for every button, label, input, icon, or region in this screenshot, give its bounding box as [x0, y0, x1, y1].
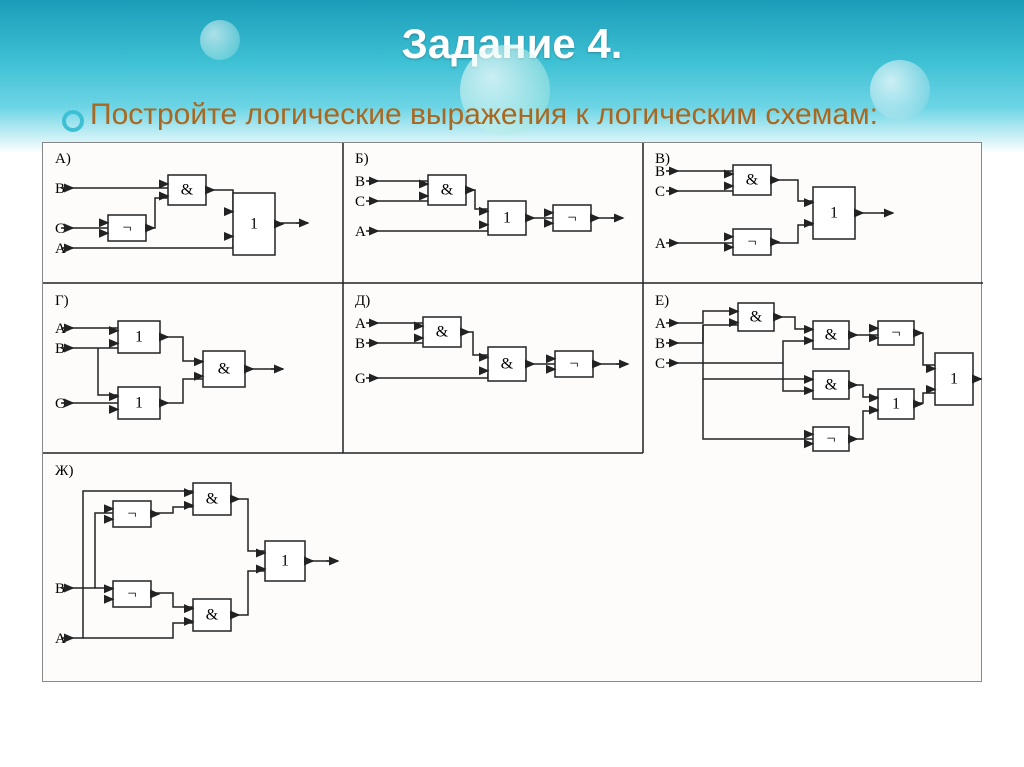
svg-text:1: 1: [250, 216, 258, 233]
svg-text:Д): Д): [355, 293, 370, 309]
svg-text:B: B: [355, 336, 365, 352]
svg-text:A: A: [355, 224, 366, 240]
svg-text:C: C: [655, 356, 665, 372]
svg-text:B: B: [55, 181, 65, 197]
svg-text:¬: ¬: [826, 431, 835, 448]
svg-text:Б): Б): [355, 151, 369, 167]
svg-text:G: G: [355, 371, 366, 387]
svg-text:C: C: [655, 184, 665, 200]
svg-text:&: &: [436, 324, 449, 341]
svg-text:C: C: [55, 396, 65, 412]
svg-text:A: A: [55, 631, 66, 647]
decor-bubble: [200, 20, 240, 60]
svg-text:B: B: [55, 581, 65, 597]
svg-text:&: &: [218, 361, 231, 378]
svg-text:B: B: [355, 174, 365, 190]
svg-text:Е): Е): [655, 293, 669, 309]
svg-text:&: &: [825, 327, 838, 344]
svg-text:&: &: [181, 182, 194, 199]
svg-text:¬: ¬: [747, 234, 756, 251]
svg-text:&: &: [206, 491, 219, 508]
svg-text:Ж): Ж): [55, 463, 73, 479]
svg-text:&: &: [206, 607, 219, 624]
svg-text:C: C: [355, 194, 365, 210]
svg-text:A: A: [55, 241, 66, 257]
svg-text:B: B: [655, 336, 665, 352]
svg-text:А): А): [55, 151, 71, 167]
svg-text:A: A: [655, 316, 666, 332]
svg-text:&: &: [825, 377, 838, 394]
svg-text:&: &: [501, 356, 514, 373]
svg-text:A: A: [55, 321, 66, 337]
svg-text:1: 1: [135, 395, 143, 412]
svg-text:1: 1: [281, 553, 289, 570]
svg-text:1: 1: [892, 396, 900, 413]
svg-text:B: B: [55, 341, 65, 357]
svg-text:¬: ¬: [122, 220, 131, 237]
svg-text:1: 1: [503, 210, 511, 227]
svg-text:1: 1: [830, 205, 838, 222]
svg-text:¬: ¬: [127, 586, 136, 603]
diagram-panel: А)BCA¬&1Б)BCA&1¬В)BCA&¬1Г)ABC11&Д)ABG&&¬…: [42, 142, 982, 682]
svg-text:¬: ¬: [567, 210, 576, 227]
svg-text:¬: ¬: [569, 356, 578, 373]
svg-text:1: 1: [950, 371, 958, 388]
svg-text:A: A: [655, 236, 666, 252]
svg-text:C: C: [55, 221, 65, 237]
svg-text:&: &: [746, 172, 759, 189]
svg-text:¬: ¬: [891, 325, 900, 342]
svg-text:&: &: [441, 182, 454, 199]
svg-text:B: B: [655, 164, 665, 180]
diagram-svg: А)BCA¬&1Б)BCA&1¬В)BCA&¬1Г)ABC11&Д)ABG&&¬…: [43, 143, 983, 683]
svg-text:Г): Г): [55, 293, 69, 309]
task-prompt: Постройте логические выражения к логичес…: [0, 68, 1024, 142]
svg-text:&: &: [750, 309, 763, 326]
svg-text:1: 1: [135, 329, 143, 346]
svg-text:¬: ¬: [127, 506, 136, 523]
svg-text:A: A: [355, 316, 366, 332]
